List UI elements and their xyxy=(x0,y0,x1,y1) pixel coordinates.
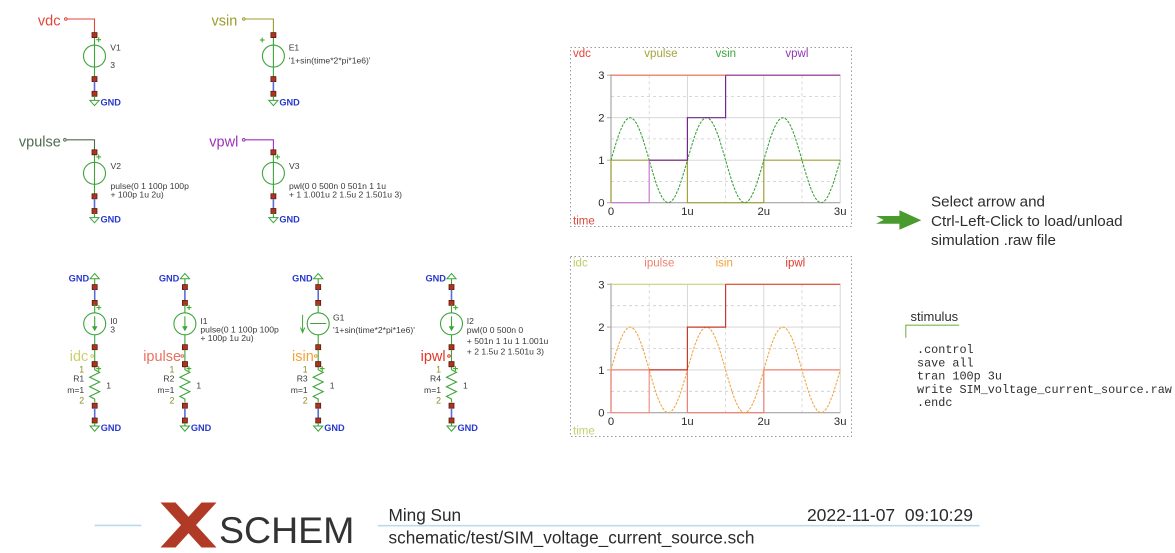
svg-text:schematic/test/SIM_voltage_cur: schematic/test/SIM_voltage_current_sourc… xyxy=(389,527,755,547)
svg-text:m=1: m=1 xyxy=(157,385,174,395)
svg-text:1u: 1u xyxy=(681,206,694,218)
svg-text:tran 100p 3u: tran 100p 3u xyxy=(917,370,1002,384)
svg-text:2: 2 xyxy=(79,395,84,405)
svg-text:vdc: vdc xyxy=(573,48,591,60)
svg-text:simulation .raw file: simulation .raw file xyxy=(931,232,1056,249)
svg-text:.control: .control xyxy=(917,343,974,357)
svg-text:save all: save all xyxy=(917,356,974,370)
svg-text:G1: G1 xyxy=(333,313,345,323)
svg-text:V1: V1 xyxy=(110,43,121,53)
svg-text:R3: R3 xyxy=(297,374,308,384)
svg-text:2u: 2u xyxy=(758,206,771,218)
svg-text:ipulse: ipulse xyxy=(644,258,674,270)
svg-text:SCHEM: SCHEM xyxy=(219,509,354,548)
svg-text:pwl(0 0 500n 0: pwl(0 0 500n 0 xyxy=(467,325,524,335)
svg-text:3: 3 xyxy=(110,60,115,70)
svg-text:2: 2 xyxy=(169,395,174,405)
svg-text:0: 0 xyxy=(608,416,614,428)
svg-text:0: 0 xyxy=(598,408,604,420)
svg-text:3u: 3u xyxy=(834,206,847,218)
svg-text:2: 2 xyxy=(598,113,604,125)
svg-text:vsin: vsin xyxy=(716,48,736,60)
svg-text:+ 501n 1 1u 1 1.001u: + 501n 1 1u 1 1.001u xyxy=(467,336,549,346)
svg-text:1: 1 xyxy=(303,364,308,374)
svg-text:1: 1 xyxy=(169,364,174,374)
svg-text:vpulse: vpulse xyxy=(19,134,61,150)
svg-text:time: time xyxy=(573,216,595,228)
svg-text:idc: idc xyxy=(70,349,89,365)
svg-text:ipulse: ipulse xyxy=(143,349,181,365)
svg-text:+ 100p 1u 2u): + 100p 1u 2u) xyxy=(111,189,164,199)
svg-text:+ 1 1.001u 2 1.5u 2 1.501u 3): + 1 1.001u 2 1.5u 2 1.501u 3) xyxy=(289,189,402,199)
svg-text:1: 1 xyxy=(330,380,335,390)
svg-text:m=1: m=1 xyxy=(67,385,84,395)
svg-text:m=1: m=1 xyxy=(291,385,308,395)
svg-text:ipwl: ipwl xyxy=(421,349,446,365)
svg-text:1: 1 xyxy=(598,365,604,377)
svg-text:I1: I1 xyxy=(200,316,207,326)
svg-text:R1: R1 xyxy=(73,374,84,384)
svg-text:I2: I2 xyxy=(467,316,474,326)
svg-text:'1+sin(time*2*pi*1e6)': '1+sin(time*2*pi*1e6)' xyxy=(289,55,371,65)
svg-text:3: 3 xyxy=(598,70,604,82)
svg-text:1: 1 xyxy=(196,380,201,390)
svg-text:+ 100p 1u 2u): + 100p 1u 2u) xyxy=(200,333,253,343)
svg-text:idc: idc xyxy=(573,258,588,270)
svg-text:vpulse: vpulse xyxy=(644,48,677,60)
svg-text:ipwl: ipwl xyxy=(785,258,805,270)
svg-text:stimulus: stimulus xyxy=(911,309,959,324)
svg-text:pulse(0 1 100p 100p: pulse(0 1 100p 100p xyxy=(111,181,190,191)
svg-text:0: 0 xyxy=(608,206,614,218)
svg-text:R2: R2 xyxy=(163,374,174,384)
svg-text:vsin: vsin xyxy=(212,14,238,30)
svg-text:.endc: .endc xyxy=(917,396,952,410)
svg-text:2022-11-07 09:10:29: 2022-11-07 09:10:29 xyxy=(807,505,973,525)
svg-text:pwl(0 0 500n 0 501n 1 1u: pwl(0 0 500n 0 501n 1 1u xyxy=(289,181,386,191)
svg-text:I0: I0 xyxy=(110,316,117,326)
svg-text:2: 2 xyxy=(303,395,308,405)
svg-text:write SIM_voltage_current_sour: write SIM_voltage_current_source.raw xyxy=(917,383,1172,397)
svg-text:3: 3 xyxy=(110,325,115,335)
svg-text:E1: E1 xyxy=(289,43,300,53)
svg-text:isin: isin xyxy=(292,349,314,365)
svg-text:'1+sin(time*2*pi*1e6)': '1+sin(time*2*pi*1e6)' xyxy=(333,325,415,335)
svg-text:2: 2 xyxy=(598,322,604,334)
svg-text:0: 0 xyxy=(598,198,604,210)
svg-text:V2: V2 xyxy=(111,161,122,171)
svg-text:vpwl: vpwl xyxy=(209,134,238,150)
svg-text:R4: R4 xyxy=(430,374,441,384)
svg-text:time: time xyxy=(573,426,595,438)
svg-text:2: 2 xyxy=(436,395,441,405)
svg-text:3u: 3u xyxy=(834,416,847,428)
svg-text:1u: 1u xyxy=(681,416,694,428)
svg-text:1: 1 xyxy=(463,380,468,390)
svg-text:Select arrow and: Select arrow and xyxy=(931,193,1045,210)
svg-text:V3: V3 xyxy=(289,161,300,171)
svg-text:vdc: vdc xyxy=(38,14,61,30)
svg-text:2u: 2u xyxy=(758,416,771,428)
svg-text:1: 1 xyxy=(106,380,111,390)
svg-text:Ctrl-Left-Click to load/unload: Ctrl-Left-Click to load/unload xyxy=(931,213,1123,230)
svg-text:pulse(0 1 100p 100p: pulse(0 1 100p 100p xyxy=(200,325,279,335)
svg-text:m=1: m=1 xyxy=(424,385,441,395)
svg-text:1: 1 xyxy=(436,364,441,374)
svg-text:vpwl: vpwl xyxy=(785,48,808,60)
svg-text:+ 2 1.5u 2 1.501u 3): + 2 1.5u 2 1.501u 3) xyxy=(467,347,544,357)
svg-text:1: 1 xyxy=(79,364,84,374)
svg-text:isin: isin xyxy=(716,258,733,270)
svg-text:1: 1 xyxy=(598,155,604,167)
svg-text:3: 3 xyxy=(598,279,604,291)
svg-text:Ming Sun: Ming Sun xyxy=(389,505,462,525)
